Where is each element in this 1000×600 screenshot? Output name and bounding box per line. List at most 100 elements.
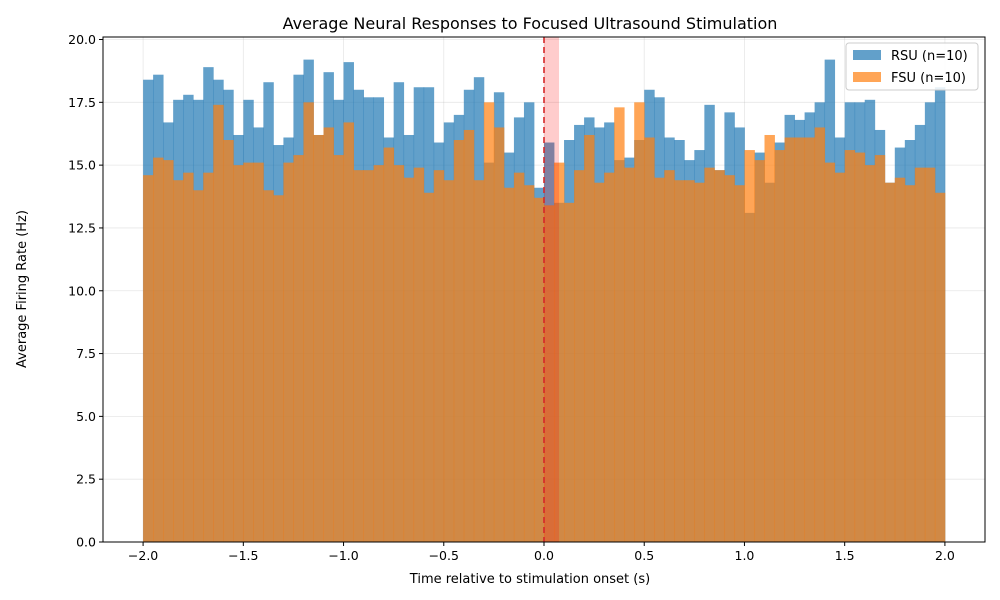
fsu-bar-73 bbox=[874, 155, 886, 542]
ticks: −2.0 −1.5 −1.0 −0.5 0.0 0.5 1.0 1.5 2.0 0.0 2.5 5.0… bbox=[68, 32, 955, 563]
fsu-bar-71 bbox=[854, 152, 866, 542]
fsu-bar-74 bbox=[884, 182, 896, 543]
x-tick-label-4: 0.0 bbox=[534, 548, 554, 563]
fsu-bar-75 bbox=[894, 177, 906, 542]
fsu-bar-21 bbox=[353, 170, 364, 542]
fsu-bar-32 bbox=[463, 129, 475, 542]
stimulus-markers bbox=[543, 37, 560, 542]
fsu-bar-4 bbox=[183, 172, 194, 543]
fsu-bar-15 bbox=[293, 155, 304, 542]
fsu-bar-2 bbox=[163, 160, 174, 543]
fsu-bar-54 bbox=[684, 180, 695, 542]
fsu-bar-29 bbox=[433, 170, 445, 542]
fsu-bar-53 bbox=[674, 180, 685, 542]
fsu-bar-66 bbox=[804, 137, 816, 543]
x-tick-label-7: 1.5 bbox=[835, 548, 855, 563]
x-tick-label-6: 1.0 bbox=[735, 548, 755, 563]
fsu-bar-18 bbox=[323, 127, 334, 543]
fsu-bar-47 bbox=[614, 107, 625, 542]
x-tick-label-8: 2.0 bbox=[935, 548, 955, 563]
fsu-bar-19 bbox=[333, 155, 344, 542]
fsu-bar-27 bbox=[413, 167, 425, 542]
fsu-bar-43 bbox=[574, 170, 585, 542]
y-tick-label-5: 12.5 bbox=[68, 220, 96, 235]
fsu-bar-64 bbox=[784, 137, 795, 543]
chart-title: Average Neural Responses to Focused Ultr… bbox=[283, 14, 778, 33]
fsu-bar-30 bbox=[443, 180, 455, 542]
fsu-bar-68 bbox=[824, 162, 836, 542]
fsu-bar-24 bbox=[383, 147, 395, 543]
fsu-bar-77 bbox=[914, 167, 926, 542]
fsu-bar-50 bbox=[644, 137, 655, 543]
stimulus-window-shade bbox=[544, 37, 560, 542]
legend-swatch-rsu bbox=[853, 50, 881, 60]
fsu-bar-12 bbox=[263, 190, 274, 542]
fsu-bar-67 bbox=[814, 127, 826, 543]
fsu-bar-44 bbox=[584, 134, 595, 542]
fsu-bar-16 bbox=[303, 102, 314, 543]
y-axis-label: Average Firing Rate (Hz) bbox=[15, 210, 30, 368]
fsu-bar-37 bbox=[513, 172, 525, 543]
y-tick-label-7: 17.5 bbox=[68, 95, 96, 110]
fsu-bar-42 bbox=[564, 202, 575, 542]
fsu-bar-7 bbox=[213, 104, 224, 543]
fsu-bar-52 bbox=[664, 170, 675, 542]
fsu-bar-48 bbox=[624, 167, 635, 542]
x-tick-label-1: −1.5 bbox=[228, 548, 258, 563]
y-tick-label-6: 15.0 bbox=[68, 158, 96, 173]
fsu-bar-33 bbox=[473, 180, 485, 542]
fsu-bar-13 bbox=[273, 195, 284, 543]
fsu-bar-41 bbox=[554, 162, 565, 542]
fsu-bar-59 bbox=[734, 185, 745, 542]
fsu-bar-26 bbox=[403, 177, 415, 542]
legend-label-rsu: RSU (n=10) bbox=[891, 49, 968, 64]
fsu-bar-56 bbox=[704, 167, 715, 542]
y-tick-label-0: 0.0 bbox=[76, 535, 96, 550]
fsu-bar-57 bbox=[714, 170, 725, 542]
fsu-bar-28 bbox=[423, 192, 435, 542]
fsu-bar-8 bbox=[223, 140, 234, 542]
fsu-bar-65 bbox=[794, 137, 805, 543]
fsu-bar-69 bbox=[834, 172, 846, 543]
fsu-bar-20 bbox=[343, 122, 354, 542]
fsu-bar-22 bbox=[363, 170, 375, 542]
fsu-bar-5 bbox=[193, 190, 204, 542]
fsu-bar-62 bbox=[764, 134, 775, 542]
bars bbox=[143, 59, 946, 543]
fsu-bar-63 bbox=[774, 150, 785, 543]
fsu-bar-78 bbox=[924, 167, 936, 542]
fsu-bar-35 bbox=[493, 127, 505, 543]
fsu-bar-55 bbox=[694, 182, 705, 543]
x-tick-label-0: −2.0 bbox=[128, 548, 158, 563]
fsu-bar-14 bbox=[283, 162, 294, 542]
fsu-bar-36 bbox=[503, 187, 515, 542]
fsu-bar-61 bbox=[754, 160, 765, 543]
fsu-bar-38 bbox=[523, 185, 535, 542]
x-tick-label-3: −0.5 bbox=[429, 548, 459, 563]
fsu-bar-45 bbox=[594, 182, 605, 543]
fsu-bar-3 bbox=[173, 180, 184, 542]
fsu-bar-23 bbox=[373, 165, 385, 542]
y-tick-label-4: 10.0 bbox=[68, 283, 96, 298]
fsu-bar-9 bbox=[233, 165, 244, 542]
fsu-bar-70 bbox=[844, 150, 856, 543]
fsu-bar-58 bbox=[724, 175, 735, 542]
legend-label-fsu: FSU (n=10) bbox=[891, 71, 966, 86]
legend-swatch-fsu bbox=[853, 72, 881, 82]
fsu-bar-17 bbox=[313, 134, 324, 542]
fsu-bar-11 bbox=[253, 162, 264, 542]
fsu-bar-34 bbox=[483, 102, 495, 543]
y-tick-label-8: 20.0 bbox=[68, 32, 96, 47]
fsu-bar-72 bbox=[864, 165, 876, 542]
y-tick-label-2: 5.0 bbox=[76, 409, 96, 424]
fsu-bar-31 bbox=[453, 140, 465, 542]
fsu-bar-10 bbox=[243, 162, 254, 542]
y-tick-label-3: 7.5 bbox=[76, 346, 96, 361]
fsu-bar-76 bbox=[904, 185, 916, 542]
fsu-bar-46 bbox=[604, 172, 615, 543]
fsu-bar-25 bbox=[393, 165, 405, 542]
fsu-bar-6 bbox=[203, 172, 214, 543]
fsu-bar-79 bbox=[934, 192, 946, 542]
